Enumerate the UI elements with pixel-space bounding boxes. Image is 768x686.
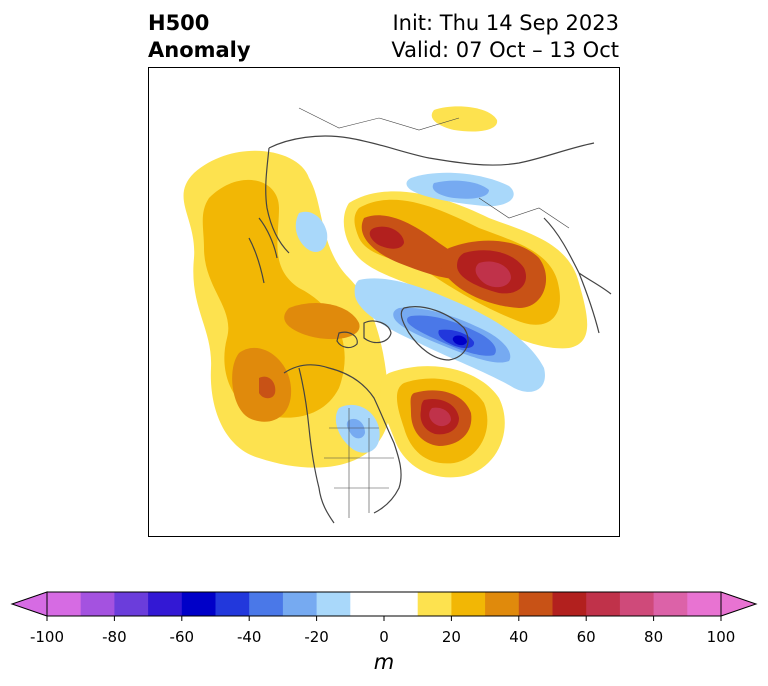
colorbar-tick-label: 40 xyxy=(509,628,529,646)
title-variable: H500 xyxy=(148,11,210,35)
colorbar-tick-label: 100 xyxy=(706,628,736,646)
coastline-asia xyxy=(265,135,595,254)
negative-anomalies xyxy=(295,172,545,453)
title-block-right: Init: Thu 14 Sep 2023 Valid: 07 Oct – 13… xyxy=(391,10,619,64)
colorbar-bin-0 xyxy=(47,592,82,616)
colorbar-tick-label: -100 xyxy=(29,628,65,646)
colorbar-bin-5 xyxy=(215,592,250,616)
colorbar-bin-2 xyxy=(114,592,149,616)
colorbar-bin-7 xyxy=(282,592,318,616)
colorbar-bin-3 xyxy=(148,592,183,616)
map-canvas xyxy=(183,106,612,524)
anomaly-china-positive xyxy=(431,106,498,132)
positive-anomalies xyxy=(183,106,588,478)
colorbar-bin-12 xyxy=(485,592,520,616)
anomaly-siberia-20 xyxy=(432,180,489,199)
colorbar-bin-10 xyxy=(417,592,452,616)
colorbar-bin-4 xyxy=(181,592,216,616)
title-field: Anomaly xyxy=(148,38,251,62)
colorbar-bin-18 xyxy=(687,592,722,616)
colorbar-bin-9 xyxy=(350,592,419,616)
colorbar-tick-label: -60 xyxy=(169,628,195,646)
anomaly-pacific-50 xyxy=(259,376,276,399)
anomaly-polar-core xyxy=(452,335,467,346)
colorbar-bin-13 xyxy=(518,592,553,616)
colorbar-tick-label: 0 xyxy=(379,628,389,646)
colorbar-bin-6 xyxy=(249,592,284,616)
coastline-japan xyxy=(248,217,278,284)
colorbar-unit: m xyxy=(373,650,395,674)
coastline-north-america xyxy=(283,364,402,524)
colorbar-bins xyxy=(47,592,722,616)
coastline-arctic-islands xyxy=(336,320,392,349)
valid-range: Valid: 07 Oct – 13 Oct xyxy=(391,38,619,62)
anomaly-gulf-alaska-negative xyxy=(295,211,328,253)
init-date: Init: Thu 14 Sep 2023 xyxy=(392,11,619,35)
coastlines xyxy=(248,107,612,524)
anomaly-bering-40 xyxy=(284,303,360,340)
colorbar-ticks xyxy=(46,616,722,621)
colorbar-tick-label: -20 xyxy=(304,628,329,646)
country-borders xyxy=(298,107,570,518)
colorbar-tick-label: 60 xyxy=(576,628,596,646)
colorbar-bin-15 xyxy=(586,592,621,616)
anomaly-us-20 xyxy=(346,418,365,439)
colorbar-bin-14 xyxy=(552,592,587,616)
title-block-left: H500 Anomaly xyxy=(148,10,251,64)
colorbar xyxy=(10,591,758,621)
colorbar-extend-max xyxy=(720,591,758,617)
anomaly-map xyxy=(148,67,620,537)
colorbar-bin-8 xyxy=(316,592,351,616)
anomaly-north-atlantic-70 xyxy=(429,407,451,427)
colorbar-bin-17 xyxy=(653,592,688,616)
colorbar-tick-label: -80 xyxy=(102,628,127,646)
anomaly-small-negative xyxy=(368,287,380,301)
colorbar-tick-label: 80 xyxy=(644,628,664,646)
colorbar-bin-1 xyxy=(80,592,115,616)
anomaly-kara-60 xyxy=(369,226,404,249)
coastline-europe xyxy=(543,217,612,334)
colorbar-extend-min xyxy=(10,591,48,617)
colorbar-bin-11 xyxy=(451,592,486,616)
colorbar-tick-label: 20 xyxy=(441,628,461,646)
anomaly-siberia-70 xyxy=(475,261,511,288)
colorbar-tick-label: -40 xyxy=(236,628,262,646)
colorbar-bin-16 xyxy=(619,592,655,616)
coastline-greenland xyxy=(400,306,469,361)
